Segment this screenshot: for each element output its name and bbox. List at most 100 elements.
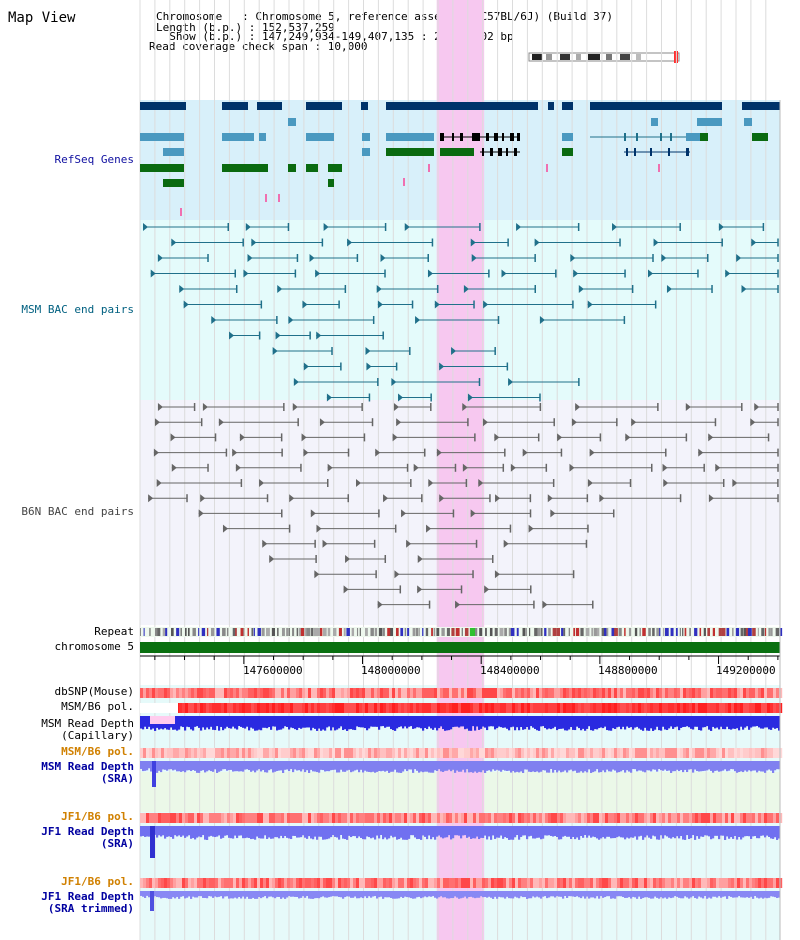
depth-bar (360, 891, 363, 898)
heat-cell (731, 813, 735, 823)
depth-bar (214, 716, 217, 731)
depth-bar (662, 891, 665, 899)
heat-cell (779, 748, 783, 758)
heat-cell (242, 748, 246, 758)
bac-end-marker (471, 254, 477, 262)
depth-bar (634, 761, 637, 770)
heat-cell (320, 688, 324, 698)
heat-cell (263, 813, 267, 823)
heat-cell (392, 688, 396, 698)
depth-bar (716, 891, 719, 898)
depth-bar (142, 716, 145, 730)
bac-end-marker (439, 494, 445, 503)
depth-bar (176, 826, 179, 837)
depth-bar (608, 761, 611, 772)
heat-cell (182, 748, 186, 758)
heat-cell (407, 813, 411, 823)
repeat-element (176, 628, 180, 636)
depth-bar (670, 826, 673, 839)
depth-bar (640, 891, 643, 899)
heat-cell (653, 748, 657, 758)
depth-bar (446, 761, 449, 771)
heat-cell (143, 878, 147, 888)
heat-cell (341, 813, 345, 823)
depth-bar (248, 761, 251, 771)
depth-bar (620, 716, 623, 730)
heat-cell (635, 878, 639, 888)
depth-bar (612, 716, 615, 729)
depth-bar (682, 716, 685, 728)
heat-cell (776, 748, 780, 758)
depth-spike (150, 891, 154, 911)
heat-cell (578, 703, 582, 713)
depth-bar (354, 761, 357, 771)
depth-bar (296, 716, 299, 731)
heat-cell (458, 813, 462, 823)
depth-bar (766, 826, 769, 836)
depth-bar (490, 761, 493, 772)
gene-block (328, 179, 334, 187)
depth-bar (508, 826, 511, 840)
repeat-element (779, 628, 783, 636)
bac-end-marker (392, 433, 398, 442)
heat-cell (623, 748, 627, 758)
heat-cell (716, 688, 720, 698)
heat-cell (332, 813, 336, 823)
heat-cell (698, 703, 702, 713)
heat-cell (680, 813, 684, 823)
heat-cell (182, 703, 186, 713)
heat-cell (437, 813, 441, 823)
gene-block (386, 102, 470, 110)
heat-cell (614, 748, 618, 758)
heat-cell (776, 878, 780, 888)
gene-block (306, 133, 334, 141)
depth-bar (504, 761, 507, 771)
heat-cell (617, 703, 621, 713)
depth-bar (418, 891, 421, 897)
heat-cell (671, 878, 675, 888)
depth-bar (286, 761, 289, 770)
depth-bar (696, 761, 699, 772)
heat-cell (425, 688, 429, 698)
heat-cell (602, 703, 606, 713)
gene-exon (510, 133, 514, 141)
depth-bar (544, 826, 547, 836)
depth-bar (144, 826, 147, 837)
depth-bar (236, 891, 239, 899)
depth-bar (208, 761, 211, 771)
heat-cell (578, 878, 582, 888)
depth-bar (428, 826, 431, 836)
heat-cell (587, 703, 591, 713)
depth-bar (186, 891, 189, 898)
heat-cell (389, 813, 393, 823)
repeat-element (288, 628, 290, 636)
heat-cell (254, 813, 258, 823)
heat-cell (566, 748, 570, 758)
heat-cell (470, 703, 474, 713)
depth-bar (574, 826, 577, 840)
heat-cell (548, 748, 552, 758)
heat-cell (521, 878, 525, 888)
depth-bar (410, 826, 413, 836)
heat-cell (485, 748, 489, 758)
depth-bar (646, 761, 649, 771)
depth-bar (526, 716, 529, 728)
depth-bar (194, 891, 197, 898)
heat-cell (602, 878, 606, 888)
depth-bar (376, 761, 379, 772)
heat-cell (392, 703, 396, 713)
depth-bar (310, 761, 313, 770)
heat-cell (410, 748, 414, 758)
depth-bar (154, 891, 157, 897)
heat-cell (227, 688, 231, 698)
heat-cell (722, 878, 726, 888)
repeat-element (585, 628, 590, 636)
depth-bar (490, 891, 493, 898)
depth-bar (508, 716, 511, 731)
heat-cell (500, 688, 504, 698)
heat-cell (428, 688, 432, 698)
heat-cell (188, 688, 192, 698)
heat-cell (512, 878, 516, 888)
depth-bar (540, 891, 543, 899)
